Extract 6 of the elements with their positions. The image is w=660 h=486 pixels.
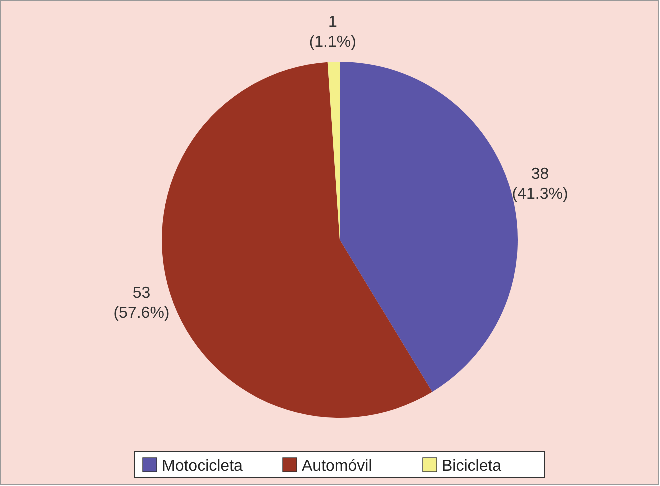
legend-label: Motocicleta (162, 458, 244, 475)
data-label: 1 (1.1%) (309, 14, 356, 52)
data-label: 53 (57.6%) (114, 284, 170, 322)
legend-label: Automóvil (302, 458, 372, 475)
data-label: 38 (41.3%) (512, 166, 568, 203)
legend-label: Bicicleta (442, 458, 502, 475)
